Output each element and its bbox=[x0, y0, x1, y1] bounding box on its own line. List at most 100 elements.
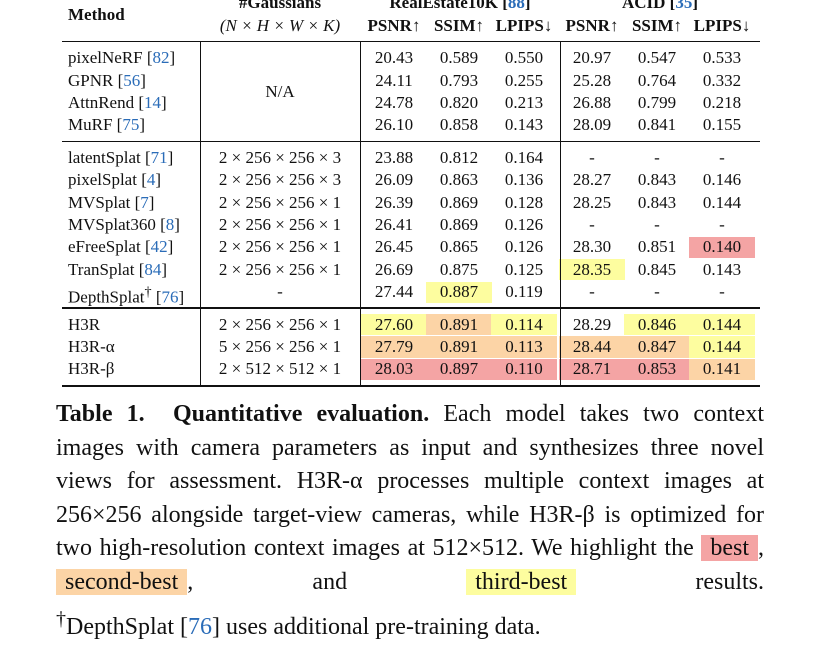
cell: 28.03 bbox=[374, 359, 414, 379]
citation: 75 bbox=[122, 115, 140, 135]
cell-highlight bbox=[689, 313, 755, 336]
cell: 0.897 bbox=[439, 359, 479, 379]
cell-highlight bbox=[426, 313, 492, 336]
cell: - bbox=[589, 282, 595, 302]
cell-highlight bbox=[426, 358, 492, 381]
cell: 0.119 bbox=[505, 282, 543, 302]
cell: 27.44 bbox=[374, 282, 414, 302]
bracket: [ bbox=[138, 259, 145, 279]
bracket: ] bbox=[174, 215, 180, 234]
cell: - bbox=[654, 147, 660, 167]
citation: 76 bbox=[161, 287, 179, 307]
rule bbox=[62, 140, 760, 143]
bracket: ] bbox=[161, 259, 168, 279]
bracket: ] bbox=[167, 237, 174, 257]
cell: 24.78 bbox=[374, 93, 414, 112]
footnote: †DepthSplat [76] uses additional pre-tra… bbox=[56, 603, 541, 645]
bracket: ] bbox=[178, 287, 185, 307]
bracket: ] bbox=[155, 170, 162, 190]
cell-highlight bbox=[559, 336, 625, 358]
cell: 26.41 bbox=[374, 215, 414, 234]
cell: 0.550 bbox=[504, 48, 544, 68]
bracket: ] bbox=[169, 48, 176, 68]
rule bbox=[360, 42, 361, 142]
bracket: [ bbox=[117, 70, 124, 90]
method: eFreeSplat [42] bbox=[68, 237, 174, 257]
cell-highlight bbox=[361, 313, 427, 336]
cell: 24.11 bbox=[375, 70, 413, 90]
highlight-third: third-best bbox=[466, 568, 577, 595]
header-metric: LPIPS↓ bbox=[495, 16, 553, 35]
cell: 28.44 bbox=[572, 337, 612, 356]
cell: 0.851 bbox=[637, 237, 677, 257]
cell: 0.841 bbox=[637, 115, 677, 135]
cell: 20.43 bbox=[374, 48, 414, 68]
header-method: Method bbox=[68, 5, 125, 24]
cell: 0.136 bbox=[504, 170, 544, 190]
cell-highlight bbox=[624, 336, 690, 358]
citation: 82 bbox=[152, 48, 170, 68]
cell: 26.69 bbox=[374, 259, 414, 279]
gaussians: 2 × 256 × 256 × 1 bbox=[218, 192, 342, 212]
rule bbox=[62, 384, 760, 387]
method: DepthSplat† [76] bbox=[68, 284, 185, 307]
cell: 0.845 bbox=[637, 259, 677, 279]
cell-highlight bbox=[559, 259, 625, 281]
cell: 0.213 bbox=[504, 93, 544, 112]
cell-highlight bbox=[624, 358, 690, 381]
method: pixelNeRF [82] bbox=[68, 48, 176, 68]
cell: 0.140 bbox=[702, 237, 742, 257]
cell: 26.88 bbox=[572, 93, 612, 112]
bracket: [ bbox=[144, 237, 151, 257]
bracket: [ bbox=[141, 170, 147, 190]
header-metric: PSNR↑ bbox=[367, 16, 421, 35]
gaussians: 5 × 256 × 256 × 1 bbox=[218, 337, 342, 356]
method: pixelSplat [4] bbox=[68, 170, 162, 190]
cell: 0.799 bbox=[637, 93, 677, 112]
rule bbox=[360, 141, 361, 309]
header-group: RealEstate10K [88] bbox=[389, 0, 530, 13]
caption-label: Table 1. bbox=[56, 401, 145, 427]
cell: 0.869 bbox=[439, 192, 479, 212]
bracket: [ bbox=[669, 0, 676, 12]
cell: 0.332 bbox=[702, 70, 742, 90]
cell: 28.71 bbox=[572, 359, 612, 379]
method: H3R bbox=[68, 314, 101, 334]
cell: 28.27 bbox=[572, 170, 612, 190]
header-metric: PSNR↑ bbox=[565, 16, 619, 35]
footnote-mark: † bbox=[56, 608, 66, 630]
cell: 0.533 bbox=[702, 48, 742, 68]
cell: 0.891 bbox=[439, 314, 479, 334]
citation: 42 bbox=[150, 237, 168, 257]
cell: 0.144 bbox=[702, 314, 742, 334]
gaussians: 2 × 256 × 256 × 1 bbox=[218, 215, 342, 234]
cell: 0.589 bbox=[439, 48, 479, 68]
cell-highlight bbox=[689, 236, 755, 259]
cell: 0.853 bbox=[637, 359, 677, 379]
header-group: ACID [35] bbox=[622, 0, 698, 13]
header-metric: SSIM↑ bbox=[433, 16, 485, 35]
rule bbox=[62, 41, 760, 42]
separator: , bbox=[758, 535, 764, 561]
cell: 0.255 bbox=[504, 70, 544, 90]
rule bbox=[360, 308, 361, 386]
method: MVSplat [7] bbox=[68, 192, 155, 212]
citation: 88 bbox=[507, 0, 525, 12]
cell: 26.39 bbox=[374, 192, 414, 212]
cell: 0.155 bbox=[702, 115, 742, 135]
citation: 8 bbox=[165, 215, 175, 234]
cell: - bbox=[654, 215, 660, 234]
caption-end: results. bbox=[695, 568, 765, 595]
gaussians: 2 × 512 × 512 × 1 bbox=[218, 359, 342, 379]
cell: 0.843 bbox=[637, 170, 677, 190]
cell-highlight bbox=[624, 313, 690, 336]
footnote-ref: 76 bbox=[188, 614, 212, 640]
method: H3R-α bbox=[68, 337, 115, 356]
cell: 0.843 bbox=[637, 192, 677, 212]
citation: 14 bbox=[144, 93, 162, 112]
cell: 28.09 bbox=[572, 115, 612, 135]
cell: - bbox=[589, 147, 595, 167]
method: TranSplat [84] bbox=[68, 259, 168, 279]
cell: - bbox=[654, 282, 660, 302]
cell: 26.45 bbox=[374, 237, 414, 257]
